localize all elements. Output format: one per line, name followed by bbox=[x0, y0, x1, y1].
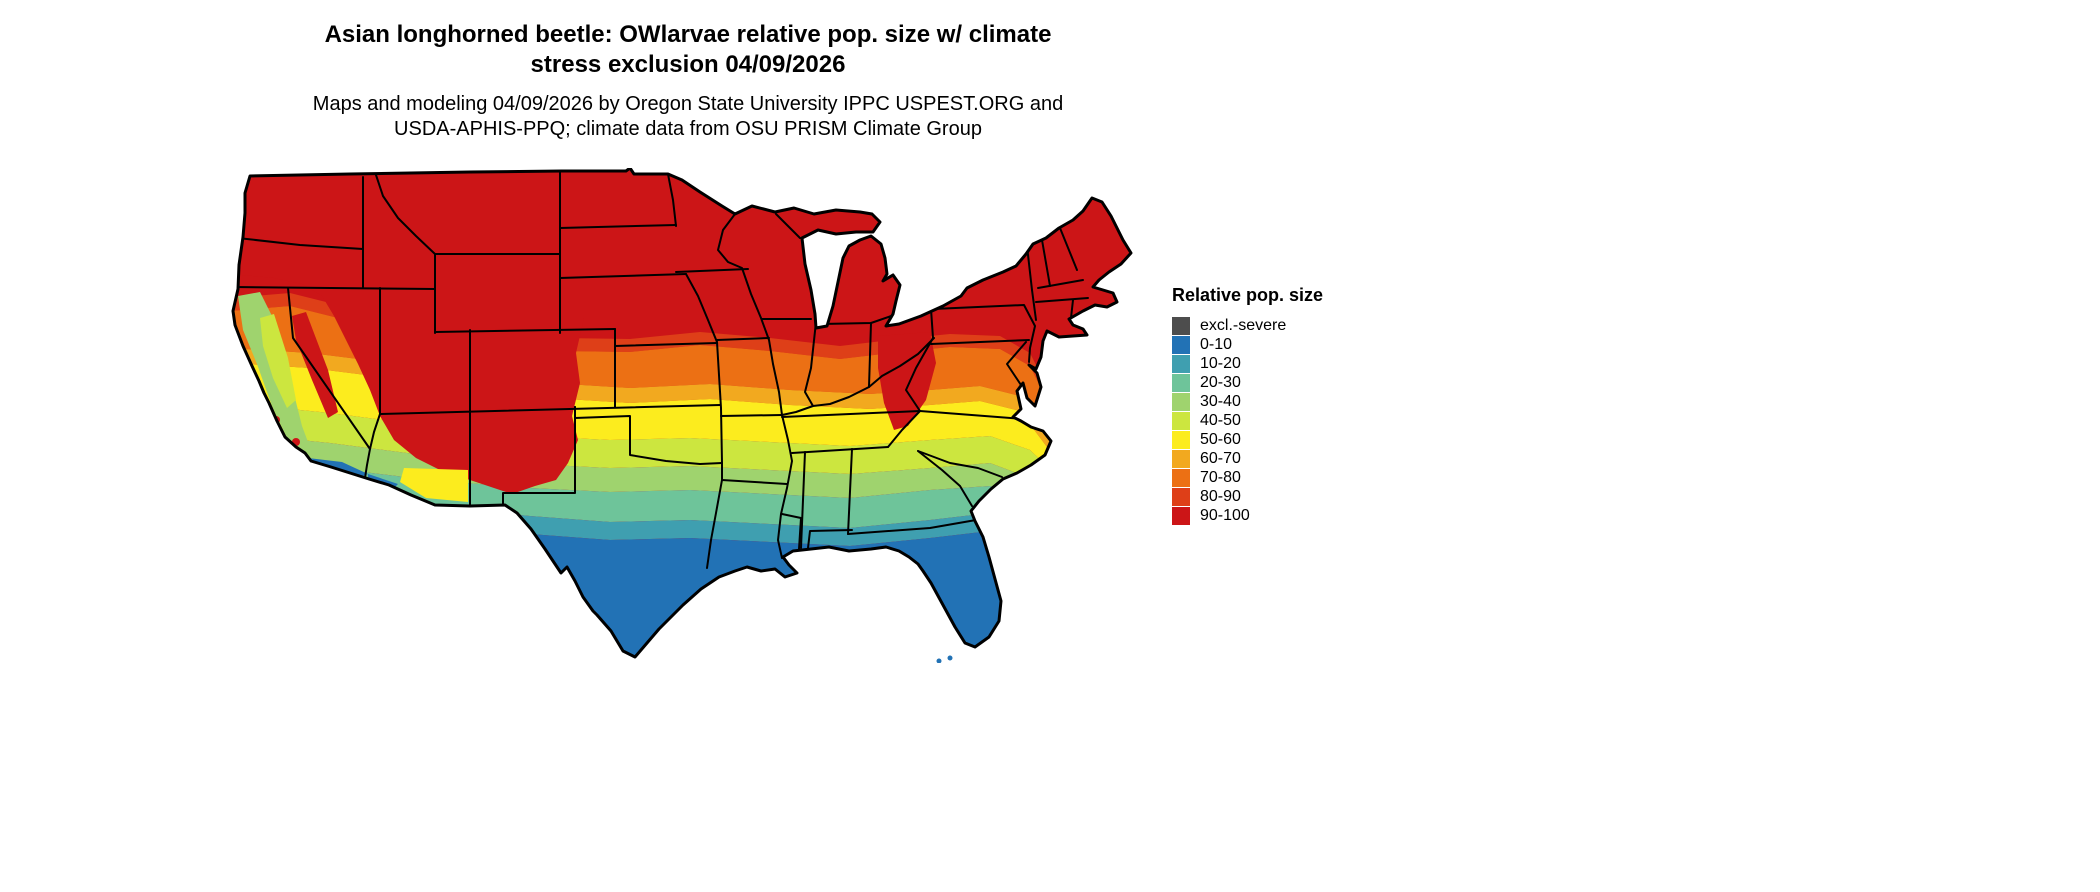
legend-item: 40-50 bbox=[1172, 411, 1323, 430]
us-outline bbox=[231, 166, 1133, 659]
legend-items: excl.-severe 0-10 10-20 20-30 30-40 40-50 50-6… bbox=[1172, 316, 1323, 525]
figure-title: Asian longhorned beetle: OWlarvae relati… bbox=[0, 20, 1376, 80]
legend-item: 30-40 bbox=[1172, 392, 1323, 411]
legend-title: Relative pop. size bbox=[1172, 285, 1324, 305]
legend-item: 10-20 bbox=[1172, 354, 1323, 373]
legend-swatch bbox=[1172, 373, 1190, 392]
legend-swatch bbox=[1172, 354, 1190, 373]
legend-item: 70-80 bbox=[1172, 468, 1323, 487]
legend-item-label: 80-90 bbox=[1200, 488, 1241, 505]
population-bands bbox=[233, 168, 1131, 657]
legend-item-label: 10-20 bbox=[1200, 355, 1241, 372]
legend-item: excl.-severe bbox=[1172, 316, 1323, 335]
legend-item-label: 90-100 bbox=[1200, 507, 1250, 524]
legend-swatch bbox=[1172, 335, 1190, 354]
legend-swatch bbox=[1172, 468, 1190, 487]
patch-west-red bbox=[233, 168, 584, 494]
legend-item-label: excl.-severe bbox=[1200, 317, 1287, 334]
map-legend: Relative pop. size excl.-severe 0-10 10-20… bbox=[1172, 285, 1323, 525]
legend-swatch bbox=[1172, 449, 1190, 468]
legend-swatch bbox=[1172, 506, 1190, 525]
us-map bbox=[230, 166, 1140, 664]
legend-item-label: 20-30 bbox=[1200, 374, 1241, 391]
legend-item: 0-10 bbox=[1172, 335, 1323, 354]
us-map-svg bbox=[231, 166, 1133, 664]
legend-swatch bbox=[1172, 392, 1190, 411]
figure-subtitle: Maps and modeling 04/09/2026 by Oregon S… bbox=[0, 92, 1376, 142]
legend-item: 80-90 bbox=[1172, 487, 1323, 506]
legend-swatch bbox=[1172, 430, 1190, 449]
legend-item: 50-60 bbox=[1172, 430, 1323, 449]
legend-item: 20-30 bbox=[1172, 373, 1323, 392]
legend-swatch bbox=[1172, 316, 1190, 335]
title-line-1: Asian longhorned beetle: OWlarvae relati… bbox=[324, 21, 1052, 48]
subtitle-line-2: USDA-APHIS-PPQ; climate data from OSU PR… bbox=[394, 118, 982, 140]
florida-keys-dot bbox=[936, 658, 942, 664]
patch-central-valley bbox=[260, 314, 296, 408]
legend-swatch bbox=[1172, 487, 1190, 506]
florida-keys-dot bbox=[947, 655, 953, 661]
legend-item: 90-100 bbox=[1172, 506, 1323, 525]
legend-item-label: 40-50 bbox=[1200, 412, 1241, 429]
title-line-2: stress exclusion 04/09/2026 bbox=[530, 51, 846, 78]
legend-item-label: 0-10 bbox=[1200, 336, 1233, 353]
legend-item-label: 50-60 bbox=[1200, 431, 1241, 448]
legend-item-label: 60-70 bbox=[1200, 450, 1241, 467]
patch-sierra bbox=[292, 312, 338, 418]
legend-item-label: 30-40 bbox=[1200, 393, 1241, 410]
state-borders bbox=[233, 171, 1089, 569]
subtitle-line-1: Maps and modeling 04/09/2026 by Oregon S… bbox=[312, 93, 1064, 115]
legend-swatch bbox=[1172, 411, 1190, 430]
legend-item-label: 70-80 bbox=[1200, 469, 1241, 486]
legend-item: 60-70 bbox=[1172, 449, 1323, 468]
patch-south-arizona-yellow bbox=[400, 468, 468, 502]
